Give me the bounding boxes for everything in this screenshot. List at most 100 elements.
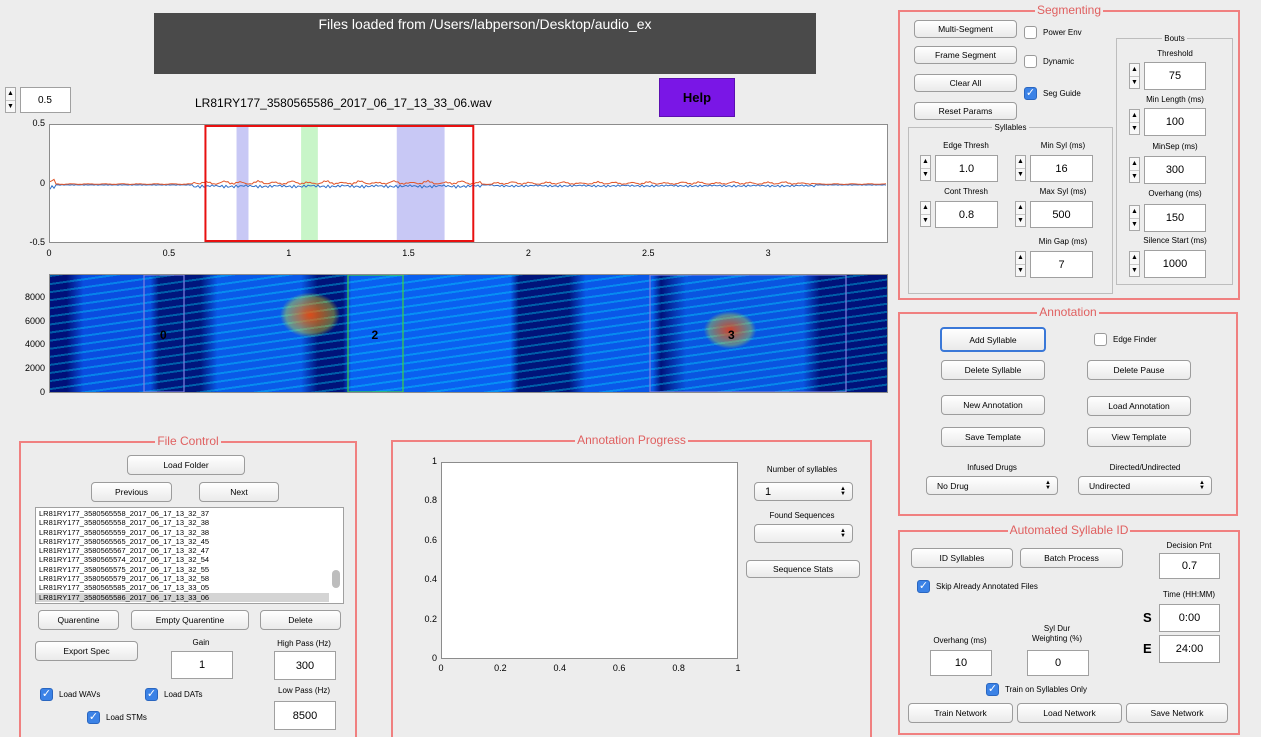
file-list[interactable]: LR81RY177_3580565558_2017_06_17_13_32_37… (36, 509, 329, 603)
reset-params-button[interactable]: Reset Params (914, 102, 1017, 120)
train-network-button[interactable]: Train Network (908, 703, 1013, 723)
end-time-input[interactable]: 24:00 (1159, 635, 1220, 663)
next-button[interactable]: Next (199, 482, 279, 502)
help-button[interactable]: Help (659, 78, 735, 117)
load-wavs-checkbox[interactable]: ✓ (40, 688, 53, 701)
file-list-item[interactable]: LR81RY177_3580565575_2017_06_17_13_32_55 (39, 564, 210, 574)
delete-button[interactable]: Delete (260, 610, 341, 630)
decision-pnt-input[interactable]: 0.7 (1159, 553, 1220, 579)
new-annotation-button[interactable]: New Annotation (941, 395, 1045, 415)
overhang-input[interactable]: 150 (1144, 204, 1206, 232)
edge-thresh-stepper[interactable]: ▲ ▼ (920, 155, 931, 181)
dynamic-label: Dynamic (1043, 57, 1075, 66)
skip-annotated-label: Skip Already Annotated Files (936, 582, 1038, 591)
edge-finder-checkbox[interactable] (1094, 333, 1107, 346)
load-network-button[interactable]: Load Network (1017, 703, 1122, 723)
load-dats-checkbox[interactable]: ✓ (145, 688, 158, 701)
scale-stepper[interactable]: ▲ ▼ (5, 87, 16, 113)
file-list-scrollbar[interactable] (332, 570, 340, 588)
edge-thresh-input[interactable]: 1.0 (935, 155, 998, 182)
cont-thresh-input[interactable]: 0.8 (935, 201, 998, 228)
waveform-plot[interactable] (49, 124, 888, 243)
auto-overhang-input[interactable]: 10 (930, 650, 992, 676)
infused-drugs-select[interactable]: No Drug ▲ ▼ (926, 476, 1058, 495)
min-syl-input[interactable]: 16 (1030, 155, 1093, 182)
file-list-item[interactable]: LR81RY177_3580565574_2017_06_17_13_32_54 (39, 555, 210, 565)
start-time-input[interactable]: 0:00 (1159, 604, 1220, 632)
file-list-item[interactable]: LR81RY177_3580565567_2017_06_17_13_32_47 (39, 546, 210, 556)
skip-annotated-checkbox[interactable]: ✓ (917, 580, 930, 593)
selection-window[interactable] (204, 125, 475, 242)
add-syllable-button[interactable]: Add Syllable (940, 327, 1046, 352)
file-list-item[interactable]: LR81RY177_3580565559_2017_06_17_13_32_38 (39, 527, 210, 537)
file-listbox[interactable]: LR81RY177_3580565558_2017_06_17_13_32_37… (35, 507, 344, 604)
power-env-checkbox[interactable] (1024, 26, 1037, 39)
delete-pause-button[interactable]: Delete Pause (1087, 360, 1191, 380)
load-annotation-button[interactable]: Load Annotation (1087, 396, 1191, 416)
sequence-stats-button[interactable]: Sequence Stats (746, 560, 860, 578)
progress-plot[interactable] (441, 462, 738, 659)
file-list-item[interactable]: LR81RY177_3580565661_2017_06_17_13_34_21 (36, 602, 329, 603)
max-syl-input[interactable]: 500 (1030, 201, 1093, 228)
directed-select[interactable]: Undirected ▲ ▼ (1078, 476, 1212, 495)
train-syllables-only-checkbox[interactable]: ✓ (986, 683, 999, 696)
view-template-button[interactable]: View Template (1087, 427, 1191, 447)
max-syl-stepper[interactable]: ▲ ▼ (1015, 201, 1026, 227)
scale-input[interactable]: 0.5 (20, 87, 71, 113)
dynamic-checkbox[interactable] (1024, 55, 1037, 68)
min-gap-stepper[interactable]: ▲ ▼ (1015, 251, 1026, 277)
low-pass-input[interactable]: 8500 (274, 701, 336, 730)
save-template-button[interactable]: Save Template (941, 427, 1045, 447)
syllable-box-2[interactable] (649, 275, 847, 392)
file-list-item[interactable]: LR81RY177_3580565586_2017_06_17_13_33_06 (36, 592, 329, 602)
multi-segment-button[interactable]: Multi-Segment (914, 20, 1017, 38)
waveform-x-tick: 0 (46, 248, 52, 258)
min-sep-stepper[interactable]: ▲ ▼ (1129, 157, 1140, 183)
syllable-box-1[interactable] (347, 275, 404, 392)
file-list-item[interactable]: LR81RY177_3580565579_2017_06_17_13_32_58 (39, 574, 210, 584)
delete-syllable-button[interactable]: Delete Syllable (941, 360, 1045, 380)
auto-id-panel: Automated Syllable ID (898, 523, 1240, 735)
export-spec-button[interactable]: Export Spec (35, 641, 138, 661)
min-sep-input[interactable]: 300 (1144, 156, 1206, 184)
file-control-title: File Control (155, 434, 221, 448)
silence-start-input[interactable]: 1000 (1144, 250, 1206, 278)
load-folder-button[interactable]: Load Folder (127, 455, 245, 475)
progress-y-tick: 0.4 (424, 574, 437, 585)
min-gap-input[interactable]: 7 (1030, 251, 1093, 278)
frame-segment-button[interactable]: Frame Segment (914, 46, 1017, 64)
syllable-box-0[interactable] (143, 275, 185, 392)
load-stms-checkbox[interactable]: ✓ (87, 711, 100, 724)
batch-process-button[interactable]: Batch Process (1020, 548, 1123, 568)
save-network-button[interactable]: Save Network (1126, 703, 1228, 723)
overhang-stepper[interactable]: ▲ ▼ (1129, 205, 1140, 231)
file-list-item[interactable]: LR81RY177_3580565585_2017_06_17_13_33_05 (39, 583, 210, 593)
file-list-item[interactable]: LR81RY177_3580565558_2017_06_17_13_32_37 (39, 509, 210, 518)
spectrogram[interactable]: 0 2 3 (49, 274, 888, 393)
seg-guide-checkbox[interactable]: ✓ (1024, 87, 1037, 100)
threshold-input[interactable]: 75 (1144, 62, 1206, 90)
directed-value: Undirected (1089, 480, 1131, 491)
syllable-region-1[interactable] (301, 125, 318, 242)
num-syllables-select[interactable]: 1 ▲ ▼ (754, 482, 853, 501)
threshold-stepper[interactable]: ▲ ▼ (1129, 63, 1140, 89)
syllable-region-0[interactable] (236, 125, 249, 242)
quarantine-button[interactable]: Quarentine (38, 610, 119, 630)
id-syllables-button[interactable]: ID Syllables (911, 548, 1013, 568)
high-pass-input[interactable]: 300 (274, 651, 336, 680)
gain-input[interactable]: 1 (171, 651, 233, 679)
file-list-item[interactable]: LR81RY177_3580565565_2017_06_17_13_32_45 (39, 536, 210, 546)
weighting-input[interactable]: 0 (1027, 650, 1089, 676)
min-syl-stepper[interactable]: ▲ ▼ (1015, 155, 1026, 181)
segmenting-panel: Segmenting (898, 3, 1240, 300)
clear-all-button[interactable]: Clear All (914, 74, 1017, 92)
cont-thresh-stepper[interactable]: ▲ ▼ (920, 201, 931, 227)
found-sequences-select[interactable]: ▲ ▼ (754, 524, 853, 543)
min-length-input[interactable]: 100 (1144, 108, 1206, 136)
silence-start-stepper[interactable]: ▲ ▼ (1129, 251, 1140, 277)
infused-drugs-label: Infused Drugs (967, 463, 1017, 472)
file-list-item[interactable]: LR81RY177_3580565558_2017_06_17_13_32_38 (39, 518, 210, 528)
empty-quarantine-button[interactable]: Empty Quarentine (131, 610, 249, 630)
previous-button[interactable]: Previous (91, 482, 172, 502)
min-length-stepper[interactable]: ▲ ▼ (1129, 109, 1140, 135)
